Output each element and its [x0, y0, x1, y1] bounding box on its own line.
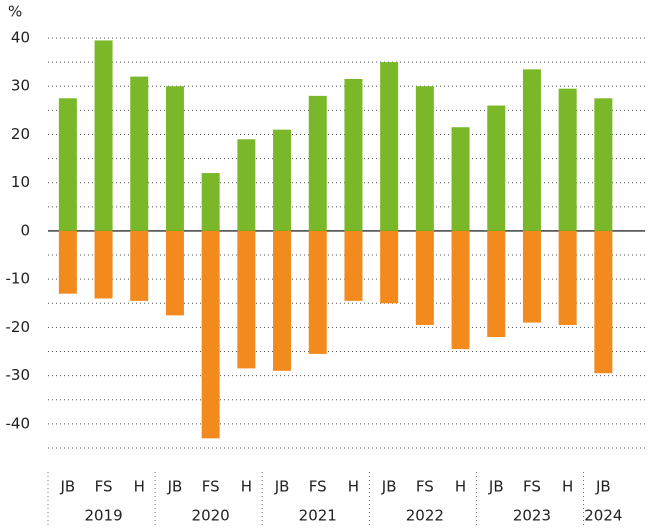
bar — [130, 76, 149, 231]
x-tick-label: JB — [274, 478, 290, 496]
x-tick-label: JB — [595, 478, 611, 496]
bar — [273, 129, 292, 231]
bar — [58, 98, 77, 231]
x-tick-label: FS — [523, 478, 541, 496]
bar — [594, 98, 613, 231]
x-tick-label: H — [134, 478, 145, 496]
bar — [237, 230, 256, 369]
group-label: 2020 — [192, 507, 230, 525]
x-tick-label: H — [562, 478, 573, 496]
bar — [415, 86, 434, 231]
bar — [308, 230, 327, 354]
bar — [522, 230, 541, 323]
bar — [558, 230, 577, 325]
bar — [94, 40, 113, 231]
bar — [558, 88, 577, 231]
bar — [594, 230, 613, 374]
y-tick-label: -30 — [6, 366, 31, 384]
bar — [344, 79, 363, 231]
bar — [380, 62, 399, 231]
bar — [380, 230, 399, 304]
y-tick-label: 30 — [11, 77, 30, 95]
bar — [237, 139, 256, 231]
y-tick-label: 20 — [11, 125, 30, 143]
group-label: 2023 — [513, 507, 551, 525]
x-tick-label: FS — [416, 478, 434, 496]
x-tick-label: JB — [59, 478, 75, 496]
bar — [130, 230, 149, 301]
x-tick-label: JB — [488, 478, 504, 496]
bar — [201, 173, 220, 231]
group-label: 2021 — [299, 507, 337, 525]
x-tick-label: FS — [95, 478, 113, 496]
x-tick-label: JB — [381, 478, 397, 496]
group-label: 2024 — [584, 507, 622, 525]
y-tick-label: 0 — [20, 221, 30, 239]
x-tick-label: H — [455, 478, 466, 496]
x-tick-label: FS — [309, 478, 327, 496]
bar — [94, 230, 113, 299]
x-tick-label: H — [348, 478, 359, 496]
x-tick-label: H — [241, 478, 252, 496]
bar — [201, 230, 220, 439]
bar — [451, 230, 470, 350]
bar — [165, 230, 184, 316]
y-unit: % — [8, 3, 22, 21]
y-tick-label: -20 — [6, 318, 31, 336]
x-tick-label: FS — [202, 478, 220, 496]
y-tick-label: -10 — [6, 270, 31, 288]
bar — [415, 230, 434, 325]
bar — [487, 105, 506, 231]
group-label: 2019 — [84, 507, 122, 525]
x-tick-label: JB — [167, 478, 183, 496]
y-tick-label: -40 — [6, 414, 31, 432]
bar — [58, 230, 77, 294]
bar — [344, 230, 363, 301]
group-label: 2022 — [406, 507, 444, 525]
bar — [308, 95, 327, 231]
bar — [273, 230, 292, 371]
y-tick-label: 10 — [11, 173, 30, 191]
bar — [522, 69, 541, 231]
bar — [487, 230, 506, 338]
bar — [165, 86, 184, 231]
y-tick-label: 40 — [11, 29, 30, 47]
bar — [451, 127, 470, 231]
